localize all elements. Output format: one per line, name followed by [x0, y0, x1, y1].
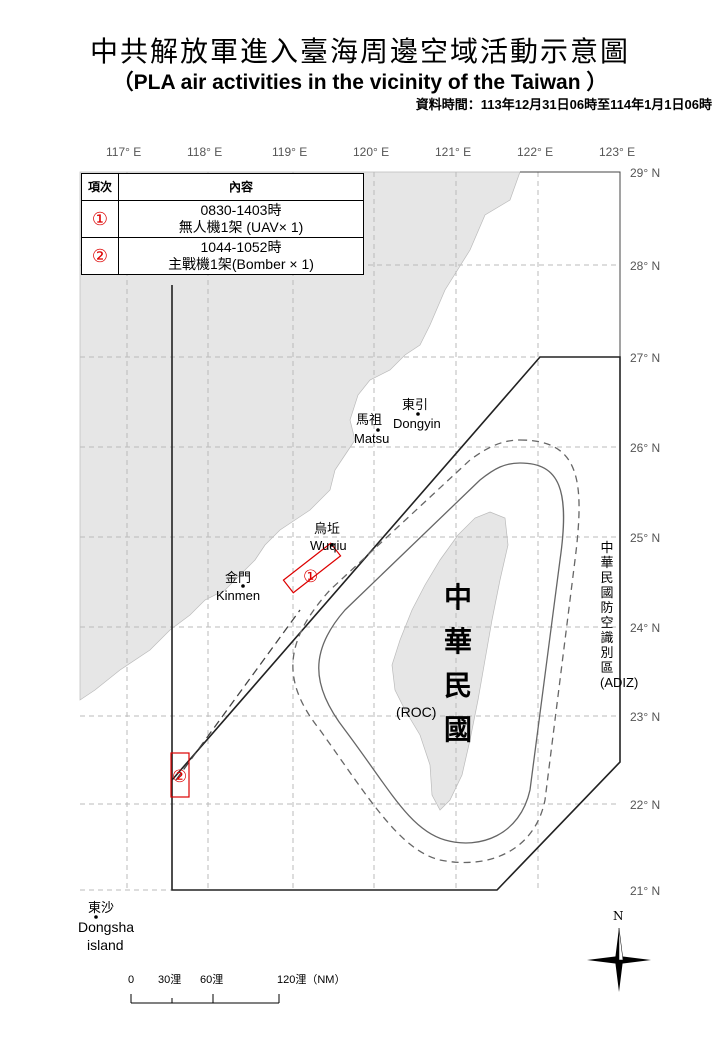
- dongsha-en: island: [87, 937, 124, 953]
- lat-label: 25° N: [630, 531, 660, 545]
- marker-box-2: [170, 752, 190, 798]
- scale-bar: [130, 994, 280, 1004]
- row-detail: 無人機1架 (UAV× 1): [178, 219, 304, 235]
- marker-2: ②: [172, 767, 187, 786]
- wuqiu-zh: 烏坵: [314, 521, 340, 536]
- marker-1: ①: [303, 567, 318, 586]
- row-num: ①: [81, 200, 119, 238]
- roc-label: 中華民國: [443, 581, 472, 746]
- roc-en: (ROC): [396, 704, 436, 720]
- header-content: 內容: [118, 173, 364, 201]
- row-time: 0830-1403時: [200, 202, 282, 218]
- lon-label: 119° E: [272, 145, 307, 159]
- matsu-zh: 馬祖: [356, 412, 382, 427]
- lat-label: 23° N: [630, 710, 660, 724]
- table-row: ② 1044-1052時 主戰機1架(Bomber × 1): [81, 237, 364, 275]
- lat-label: 22° N: [630, 798, 660, 812]
- row-time: 1044-1052時: [200, 239, 282, 255]
- zone-12nm: [318, 462, 565, 844]
- compass-icon: [587, 927, 651, 992]
- north-label: N: [613, 909, 624, 923]
- scale-label: 0: [128, 974, 134, 986]
- lon-label: 122° E: [517, 145, 553, 159]
- dongyin-zh: 東引: [402, 397, 428, 412]
- dongyin-en: Dongyin: [393, 416, 441, 431]
- lat-label: 29° N: [630, 166, 660, 180]
- dongsha-zh: 東沙: [88, 900, 114, 915]
- lat-label: 28° N: [630, 259, 660, 273]
- flight-track-2: [175, 609, 301, 781]
- wuqiu-en: Wuqiu: [310, 538, 347, 553]
- zone-24nm: [292, 439, 580, 864]
- lat-label: 26° N: [630, 441, 660, 455]
- scale-label: 120浬（NM）: [277, 973, 345, 986]
- page-subtitle: （PLA air activities in the vicinity of t…: [112, 71, 608, 94]
- row-num: ②: [81, 237, 119, 275]
- activity-table: 項次 內容 ① 0830-1403時 無人機1架 (UAV× 1) ② 1044-1…: [81, 173, 364, 275]
- kinmen-zh: 金門: [225, 570, 251, 585]
- page-title: 中共解放軍進入臺海周邊空域活動示意圖: [89, 35, 630, 68]
- lat-label: 27° N: [630, 351, 660, 365]
- dongsha-en: Dongsha: [78, 919, 134, 935]
- adiz-label: 中華民國防空識別區(ADIZ): [600, 540, 639, 690]
- scale-label: 30浬: [158, 973, 181, 986]
- scale-label: 60浬: [200, 973, 223, 986]
- row-detail: 主戰機1架(Bomber × 1): [168, 256, 314, 272]
- lat-label: 21° N: [630, 884, 660, 898]
- table-row: ① 0830-1403時 無人機1架 (UAV× 1): [81, 200, 364, 238]
- lon-label: 120° E: [353, 145, 389, 159]
- lat-label: 24° N: [630, 621, 660, 635]
- taiwan-land: [391, 511, 509, 811]
- lon-label: 117° E: [106, 145, 141, 159]
- matsu-en: Matsu: [354, 431, 389, 446]
- lon-label: 121° E: [435, 145, 471, 159]
- marker-box-1: [282, 542, 342, 594]
- header-num: 項次: [81, 173, 119, 201]
- lon-label: 118° E: [187, 145, 222, 159]
- kinmen-en: Kinmen: [216, 588, 260, 603]
- adiz-boundary: [171, 285, 621, 891]
- lon-label: 123° E: [599, 145, 635, 159]
- data-time: 資料時間：113年12月31日06時至114年1月1日06時: [415, 97, 712, 112]
